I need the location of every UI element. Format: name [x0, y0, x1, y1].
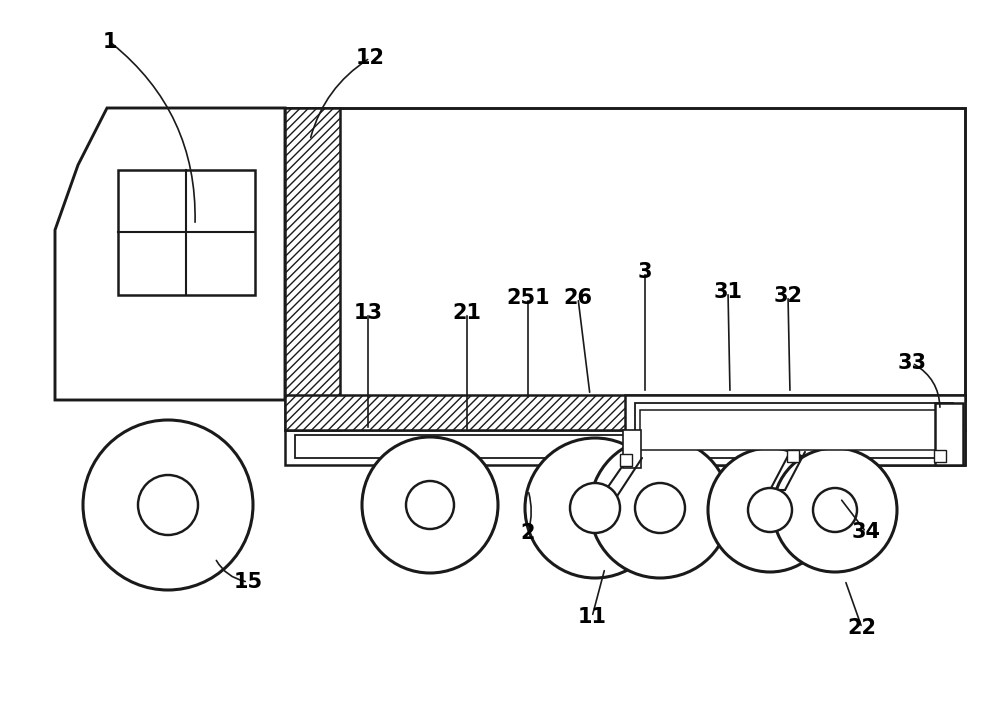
Bar — [285, 108, 965, 400]
Circle shape — [525, 438, 665, 578]
Polygon shape — [55, 108, 285, 400]
Text: 33: 33 — [898, 353, 926, 373]
Circle shape — [813, 488, 857, 532]
Text: 1: 1 — [103, 32, 117, 52]
Text: 2: 2 — [521, 523, 535, 543]
Circle shape — [748, 488, 792, 532]
Circle shape — [83, 420, 253, 590]
Text: 34: 34 — [852, 522, 881, 542]
Bar — [787, 450, 799, 462]
Bar — [285, 108, 340, 430]
Text: 251: 251 — [506, 288, 550, 308]
Bar — [118, 170, 255, 295]
Bar — [635, 403, 953, 458]
Bar — [623, 430, 641, 468]
Bar — [935, 403, 963, 465]
Bar — [285, 430, 965, 465]
Text: 15: 15 — [233, 572, 263, 592]
Bar — [295, 435, 625, 458]
Text: 11: 11 — [578, 607, 606, 627]
Circle shape — [708, 448, 832, 572]
Text: 3: 3 — [638, 262, 652, 282]
Bar — [934, 450, 946, 462]
Text: 13: 13 — [354, 303, 382, 323]
Text: 22: 22 — [848, 618, 876, 638]
Circle shape — [406, 481, 454, 529]
Text: 26: 26 — [564, 288, 592, 308]
Bar — [625, 395, 965, 465]
Circle shape — [590, 438, 730, 578]
Circle shape — [773, 448, 897, 572]
Bar — [285, 395, 965, 430]
Circle shape — [570, 483, 620, 533]
Circle shape — [138, 475, 198, 535]
Text: 12: 12 — [356, 48, 384, 68]
Circle shape — [362, 437, 498, 573]
Bar — [640, 410, 950, 450]
Text: 31: 31 — [714, 282, 742, 302]
Text: 32: 32 — [774, 286, 802, 306]
Text: 21: 21 — [452, 303, 482, 323]
Circle shape — [635, 483, 685, 533]
Bar — [620, 454, 632, 466]
